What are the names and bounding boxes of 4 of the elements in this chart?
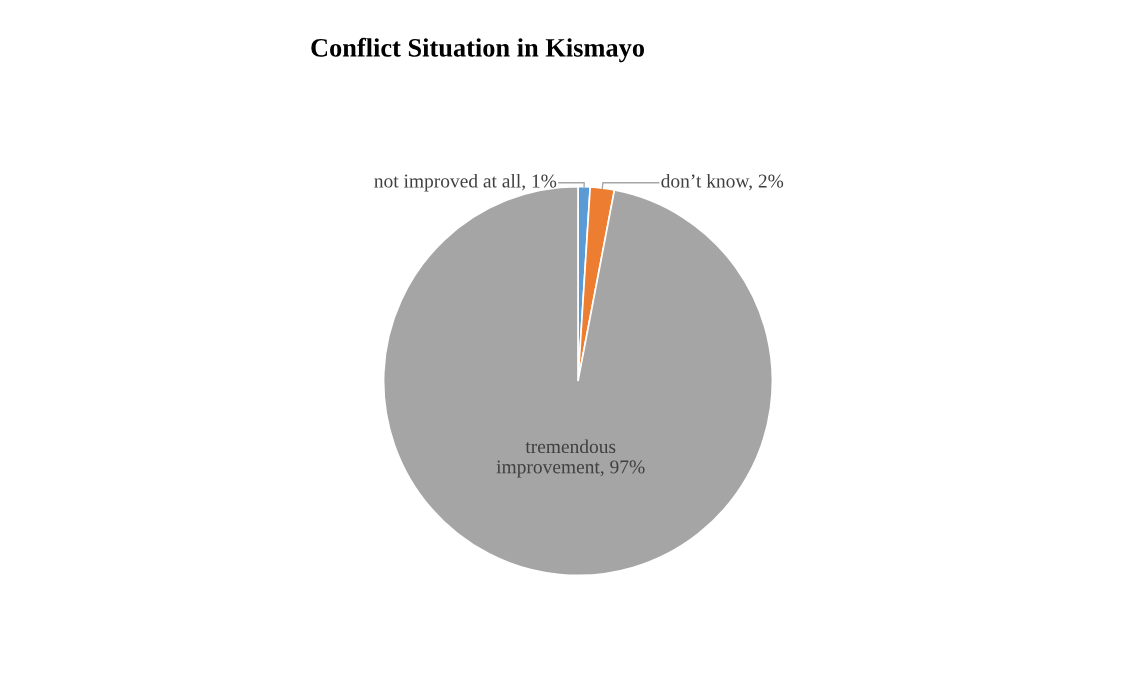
slice-label: tremendous improvement, 97%: [496, 439, 645, 478]
chart-title: Conflict Situation in Kismayo: [311, 37, 645, 63]
slice-label: don’t know, 2%: [661, 173, 784, 191]
slice-label: not improved at all, 1%: [374, 173, 557, 192]
